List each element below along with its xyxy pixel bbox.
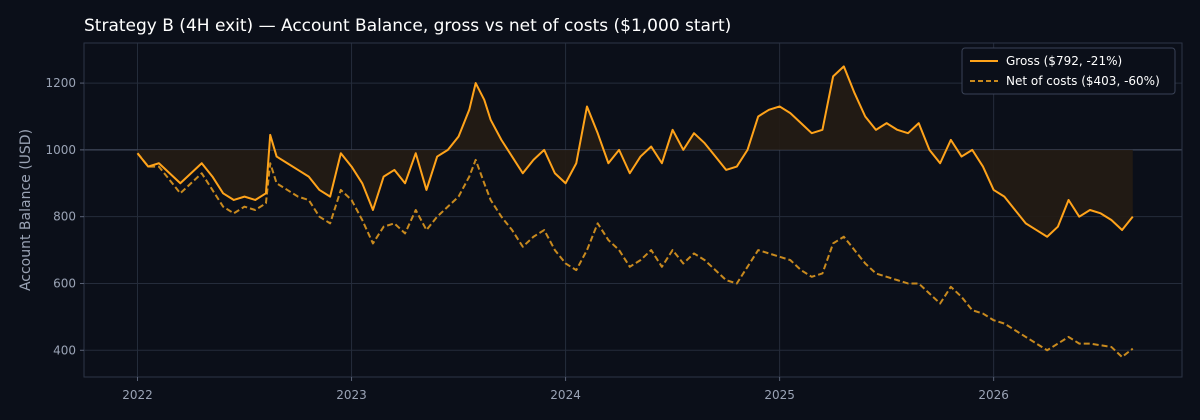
x-tick-label-2024: 2024 [550,388,581,402]
x-tick-label-2026: 2026 [978,388,1009,402]
series-line-net [136,152,1134,358]
y-tick-label-1200: 1200 [45,76,76,90]
y-tick-label-600: 600 [53,276,76,290]
x-tick-label-2023: 2023 [336,388,367,402]
gross-fill-path [137,66,1133,237]
y-tick-label-400: 400 [53,343,76,357]
series-layer [136,65,1134,358]
y-tick-label-1000: 1000 [45,143,76,157]
legend-label-gross: Gross ($792, -21%) [1006,54,1122,68]
plot-frame [83,42,1183,378]
legend: Gross ($792, -21%) Net of costs ($403, -… [961,47,1176,95]
x-axis-ticks: 2022 2023 2024 2025 2026 [122,377,1009,402]
x-tick-label-2022: 2022 [122,388,153,402]
gross-fill-area [137,66,1133,237]
chart-title: Strategy B (4H exit) — Account Balance, … [84,16,731,36]
y-tick-label-800: 800 [53,210,76,224]
y-axis-label: Account Balance (USD) [18,129,34,291]
x-tick-label-2025: 2025 [764,388,795,402]
y-axis-ticks: 400 600 800 1000 1200 [45,76,84,357]
legend-label-net: Net of costs ($403, -60%) [1006,74,1160,88]
legend-box [961,47,1176,95]
series-line-gross [136,65,1134,238]
